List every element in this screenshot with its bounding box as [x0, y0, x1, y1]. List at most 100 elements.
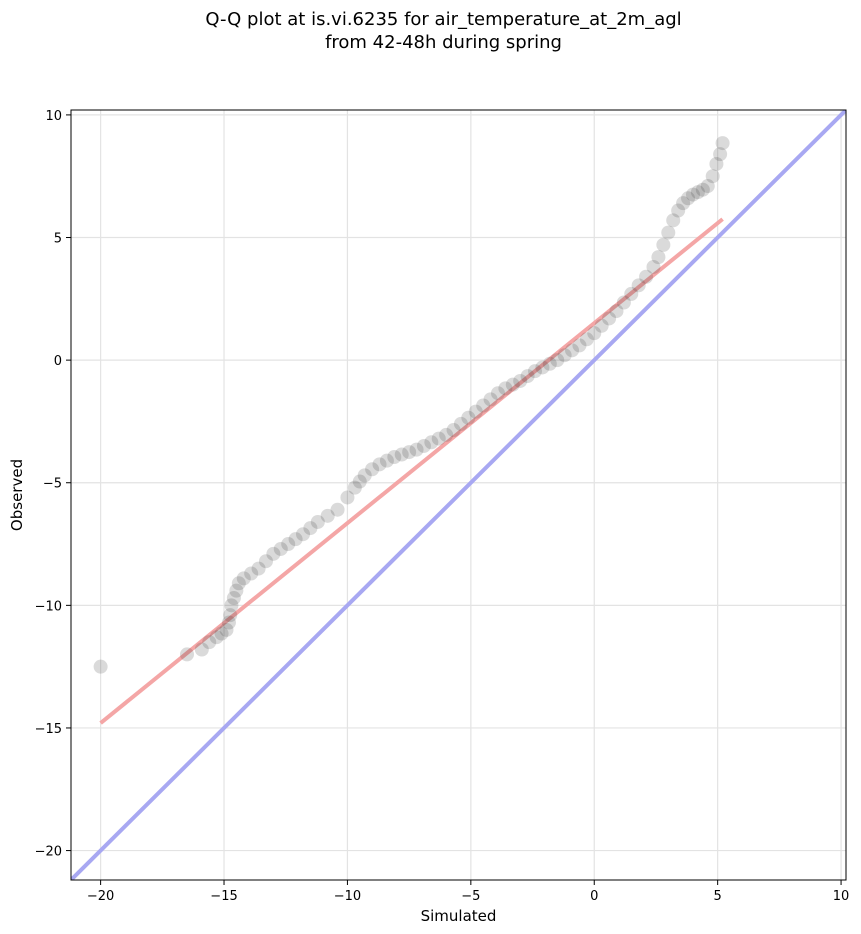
qq-point: [251, 561, 266, 576]
qq-point: [715, 136, 730, 151]
x-tick-label: −20: [87, 889, 114, 904]
qq-point: [394, 447, 409, 462]
qq-point: [639, 269, 654, 284]
qq-point: [202, 635, 217, 650]
qq-point: [594, 318, 609, 333]
qq-point: [616, 295, 631, 310]
qq-point: [439, 427, 454, 442]
qq-point: [676, 196, 691, 211]
qq-point: [320, 508, 335, 523]
qq-point: [236, 571, 251, 586]
qq-point: [379, 453, 394, 468]
qq-point: [288, 532, 303, 547]
qq-point: [223, 608, 238, 623]
qq-point: [231, 576, 246, 591]
qq-point: [646, 259, 661, 274]
qq-point: [602, 311, 617, 326]
qq-point: [587, 326, 602, 341]
x-tick-label: 0: [590, 889, 598, 904]
qq-point: [93, 659, 108, 674]
qq-point: [709, 156, 724, 171]
qq-point: [357, 468, 372, 483]
qq-point: [550, 353, 565, 368]
qq-point: [214, 626, 229, 641]
qq-point: [221, 615, 236, 630]
qq-point: [266, 546, 281, 561]
qq-point: [490, 386, 505, 401]
qq-point: [700, 179, 715, 194]
qq-point: [572, 338, 587, 353]
plot-area-frame: [70, 109, 847, 881]
qq-point: [219, 622, 234, 637]
chart-title: Q-Q plot at is.vi.6235 for air_temperatu…: [205, 9, 682, 53]
data-points: [93, 136, 730, 674]
qq-point: [224, 598, 239, 613]
qq-point: [476, 398, 491, 413]
qq-point: [340, 490, 355, 505]
qq-point: [666, 213, 681, 228]
x-tick-label: 5: [714, 889, 722, 904]
qq-point: [424, 435, 439, 450]
qq-point: [681, 191, 696, 206]
qq-point: [528, 364, 543, 379]
qq-point: [505, 377, 520, 392]
qq-point: [713, 147, 728, 162]
qq-point: [631, 278, 646, 293]
x-tick-label: −15: [210, 889, 237, 904]
qq-point: [498, 381, 513, 396]
qq-point: [705, 169, 720, 184]
qq-point: [347, 480, 362, 495]
qq-point: [258, 554, 273, 569]
y-tick-label: 5: [54, 232, 62, 247]
qq-point: [656, 237, 671, 252]
identity-line: [71, 110, 846, 880]
qq-point: [624, 286, 639, 301]
qq-point: [520, 369, 535, 384]
x-axis-label: Simulated: [421, 907, 497, 925]
qq-point: [461, 410, 476, 425]
qq-point: [416, 438, 431, 453]
qq-point: [609, 304, 624, 319]
qq-point: [244, 566, 259, 581]
qq-point: [273, 541, 288, 556]
qq-point: [194, 642, 209, 657]
qq-point: [446, 423, 461, 438]
axis-ticks: −20 −15 −10 −5 0 5 10 −20 −15 −10 −5 0 5 10: [35, 109, 850, 904]
qq-point: [695, 182, 710, 197]
qq-point: [402, 445, 417, 460]
qq-point: [387, 449, 402, 464]
qq-point: [281, 537, 296, 552]
qq-point: [409, 442, 424, 457]
qq-point: [229, 583, 244, 598]
qq-point: [296, 527, 311, 542]
qq-point: [468, 404, 483, 419]
x-tick-label: −10: [334, 889, 361, 904]
y-tick-label: 0: [54, 354, 62, 369]
qq-point: [513, 373, 528, 388]
qq-point: [542, 356, 557, 371]
y-tick-label: −15: [35, 722, 62, 737]
qq-point: [651, 250, 666, 265]
qq-point: [690, 185, 705, 200]
x-tick-label: 10: [833, 889, 850, 904]
qq-point: [310, 514, 325, 529]
fit-line: [99, 217, 724, 725]
qq-point: [180, 647, 195, 662]
qq-point: [431, 431, 446, 446]
qq-point: [565, 343, 580, 358]
qq-point: [303, 521, 318, 536]
qq-point: [365, 462, 380, 477]
y-tick-label: −5: [43, 477, 62, 492]
qq-point: [209, 630, 224, 645]
qq-point: [453, 416, 468, 431]
qq-point: [330, 502, 345, 517]
y-axis-label: Observed: [8, 459, 26, 531]
y-tick-label: −10: [35, 599, 62, 614]
y-tick-label: −20: [35, 845, 62, 860]
qq-point: [661, 225, 676, 240]
qq-point: [226, 590, 241, 605]
qq-point: [372, 457, 387, 472]
qq-point: [579, 332, 594, 347]
reference-lines: [71, 110, 846, 880]
